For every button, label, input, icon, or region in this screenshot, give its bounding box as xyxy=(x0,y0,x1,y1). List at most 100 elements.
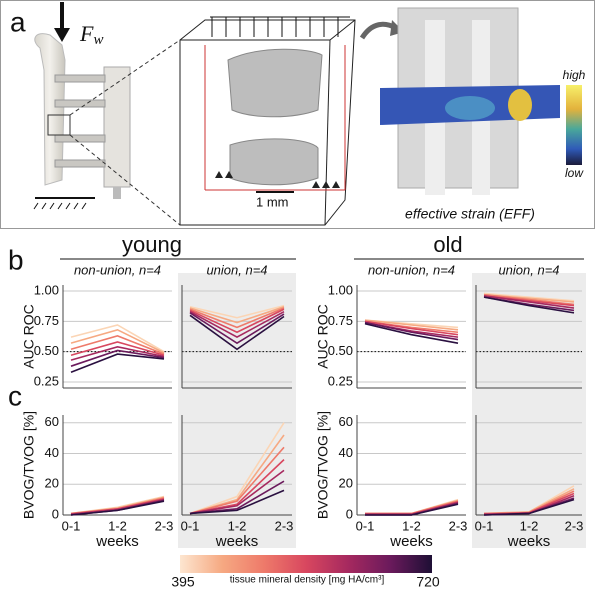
y-axis-label: BVOG/TVOG [%] xyxy=(21,411,37,519)
series-line xyxy=(483,293,575,306)
x-tick-label: 0-1 xyxy=(181,518,200,533)
y-axis-label: BVOG/TVOG [%] xyxy=(315,411,331,519)
x-tick-label: 1-2 xyxy=(520,518,539,533)
series-line xyxy=(189,422,285,515)
group-title: young xyxy=(122,232,182,257)
chart-subtitle: union, n=4 xyxy=(498,262,559,277)
force-arrow-head xyxy=(54,28,70,42)
y-tick-label: 1.00 xyxy=(34,282,59,297)
roi-box xyxy=(47,114,71,136)
load-arrows xyxy=(210,16,350,37)
x-tick-label: 2-3 xyxy=(565,518,584,533)
series-line xyxy=(189,469,285,515)
y-tick-label: 0 xyxy=(52,506,59,521)
fixator-post xyxy=(113,187,121,199)
support-marks xyxy=(215,171,340,188)
y-tick-label: 40 xyxy=(339,445,353,460)
zoom-line xyxy=(69,39,181,116)
force-label: Fw xyxy=(79,21,103,48)
y-tick-label: 0.25 xyxy=(328,373,353,388)
series-line xyxy=(70,500,165,516)
strain-colorbar xyxy=(566,85,582,165)
series-line xyxy=(364,321,459,341)
bc-lines xyxy=(204,45,346,191)
y-tick-label: 60 xyxy=(339,414,353,429)
series-line xyxy=(70,324,165,353)
series-line xyxy=(189,314,285,351)
series-line xyxy=(483,295,575,309)
panel-label: b xyxy=(8,244,24,275)
bone-upper xyxy=(227,48,323,118)
y-tick-label: 1.00 xyxy=(328,282,353,297)
series-line xyxy=(189,489,285,515)
x-tick-label: 0-1 xyxy=(62,518,81,533)
x-tick-label: 1-2 xyxy=(402,518,421,533)
x-tick-label: 2-3 xyxy=(275,518,294,533)
y-tick-label: 40 xyxy=(45,445,59,460)
x-tick-label: 1-2 xyxy=(228,518,247,533)
ground-hatch xyxy=(33,202,87,210)
series-line xyxy=(483,292,575,302)
zoom-line xyxy=(69,134,181,226)
series-line xyxy=(189,304,285,319)
series-line xyxy=(364,322,459,344)
colorbar xyxy=(180,555,432,573)
colorbar-label: tissue mineral density [mg HA/cm³] xyxy=(230,575,385,586)
force-symbol: F xyxy=(79,21,94,46)
charts: non-union, n=4 0.25 0.50 0.75 1.00 AUC ROC uni… xyxy=(21,262,586,550)
series-line xyxy=(483,296,575,314)
strain-low: low xyxy=(565,166,584,180)
chart-subtitle: non-union, n=4 xyxy=(368,262,455,277)
series-line xyxy=(364,319,459,331)
x-axis-label: weeks xyxy=(215,533,259,550)
series-line xyxy=(70,335,165,355)
panel-label: a xyxy=(10,6,26,37)
series-line xyxy=(189,306,285,324)
y-tick-label: 0.50 xyxy=(34,343,59,358)
series-line xyxy=(70,349,165,367)
strain-hotspot xyxy=(508,89,532,121)
cube xyxy=(179,19,356,226)
femur xyxy=(34,33,66,186)
panel-label: c xyxy=(8,380,22,411)
x-tick-label: 1-2 xyxy=(108,518,127,533)
colorbar-group: 395 720 tissue mineral density [mg HA/cm… xyxy=(171,555,440,590)
y-tick-label: 20 xyxy=(339,476,353,491)
x-tick-label: 2-3 xyxy=(155,518,174,533)
bone-lower xyxy=(229,138,319,186)
y-tick-label: 0.50 xyxy=(328,343,353,358)
colorbar-tick: 395 xyxy=(171,574,195,590)
y-tick-label: 0 xyxy=(346,506,353,521)
series-line xyxy=(189,446,285,515)
x-axis-label: weeks xyxy=(507,533,551,550)
y-tick-label: 0.75 xyxy=(34,313,59,328)
strain-zone xyxy=(445,96,495,120)
y-tick-label: 60 xyxy=(45,414,59,429)
series-line xyxy=(189,310,285,339)
y-axis-label: AUC ROC xyxy=(315,304,331,369)
series-line xyxy=(365,503,459,516)
panel-a: a Fw 1 mm high low effective strain (EFF… xyxy=(0,0,595,229)
series-line xyxy=(70,345,165,361)
chart-subtitle: union, n=4 xyxy=(206,262,267,277)
series-line xyxy=(483,498,575,516)
scale-label: 1 mm xyxy=(256,194,289,209)
series-line xyxy=(70,353,165,373)
x-tick-label: 2-3 xyxy=(449,518,468,533)
strain-caption: effective strain (EFF) xyxy=(405,206,535,222)
panel-background xyxy=(178,273,296,408)
series-line xyxy=(70,328,165,354)
series-line xyxy=(189,308,285,334)
series-line xyxy=(364,320,459,336)
fixator xyxy=(103,66,131,188)
panel-background xyxy=(472,395,586,548)
y-tick-label: 0.75 xyxy=(328,313,353,328)
series-line xyxy=(189,312,285,345)
chart-subtitle: non-union, n=4 xyxy=(74,262,161,277)
series-line xyxy=(70,341,165,357)
y-axis-label: AUC ROC xyxy=(21,304,37,369)
colorbar-tick: 720 xyxy=(416,574,440,590)
strain-high: high xyxy=(563,68,586,82)
series-line xyxy=(189,307,285,329)
